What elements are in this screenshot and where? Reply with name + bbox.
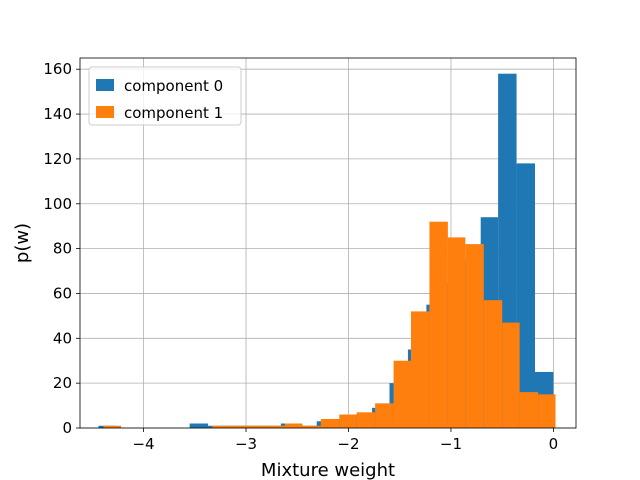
legend-swatch (96, 79, 114, 91)
y-tick-label: 80 (53, 240, 72, 258)
x-tick-label: −4 (132, 435, 154, 453)
histogram-bar (189, 423, 209, 428)
x-tick-label: −3 (235, 435, 257, 453)
histogram-bars (98, 73, 556, 429)
y-axis-label: p(w) (12, 223, 33, 263)
x-tick-label: 0 (549, 435, 559, 453)
y-tick-label: 60 (53, 284, 72, 302)
histogram-bar (516, 163, 536, 429)
histogram-bar (356, 412, 376, 428)
y-tick-label: 20 (53, 374, 72, 392)
histogram-bar (339, 414, 357, 428)
legend-box (88, 66, 242, 126)
histogram-bar (447, 237, 466, 428)
histogram-bar (483, 300, 503, 428)
y-tick-label: 140 (43, 105, 72, 123)
histogram-bar (411, 311, 430, 428)
histogram-bar (320, 419, 340, 428)
histogram-bar (212, 425, 231, 428)
histogram-bar (519, 392, 539, 428)
y-tick-label: 120 (43, 150, 72, 168)
x-axis-label: Mixture weight (261, 460, 395, 480)
histogram-bar (266, 425, 285, 428)
legend: component 0 component 1 (88, 66, 242, 126)
y-tick-label: 40 (53, 329, 72, 347)
histogram-bar (284, 423, 303, 428)
x-tick-label: −2 (337, 435, 359, 453)
histogram-bar (538, 394, 556, 428)
y-tick-label: 100 (43, 195, 72, 213)
legend-swatch (96, 106, 114, 118)
series-1-bars (103, 221, 556, 428)
legend-label: component 0 (124, 77, 223, 95)
histogram-bar (103, 425, 121, 428)
legend-label: component 1 (124, 104, 223, 122)
axis-ticks: −4 −3 −2 −1 0 0 20 40 60 80 100 120 140 160 (43, 60, 558, 453)
x-tick-label: −1 (440, 435, 462, 453)
histogram-bar (230, 425, 249, 428)
histogram-bar (302, 425, 321, 428)
histogram-bar (375, 403, 394, 428)
y-tick-label: 0 (62, 419, 72, 437)
histogram-bar (393, 360, 412, 428)
histogram-bar (502, 322, 520, 428)
y-tick-label: 160 (43, 60, 72, 78)
histogram-bar (248, 425, 267, 428)
histogram-bar (465, 244, 484, 428)
histogram-bar (429, 221, 448, 428)
plot-frame (79, 57, 577, 429)
